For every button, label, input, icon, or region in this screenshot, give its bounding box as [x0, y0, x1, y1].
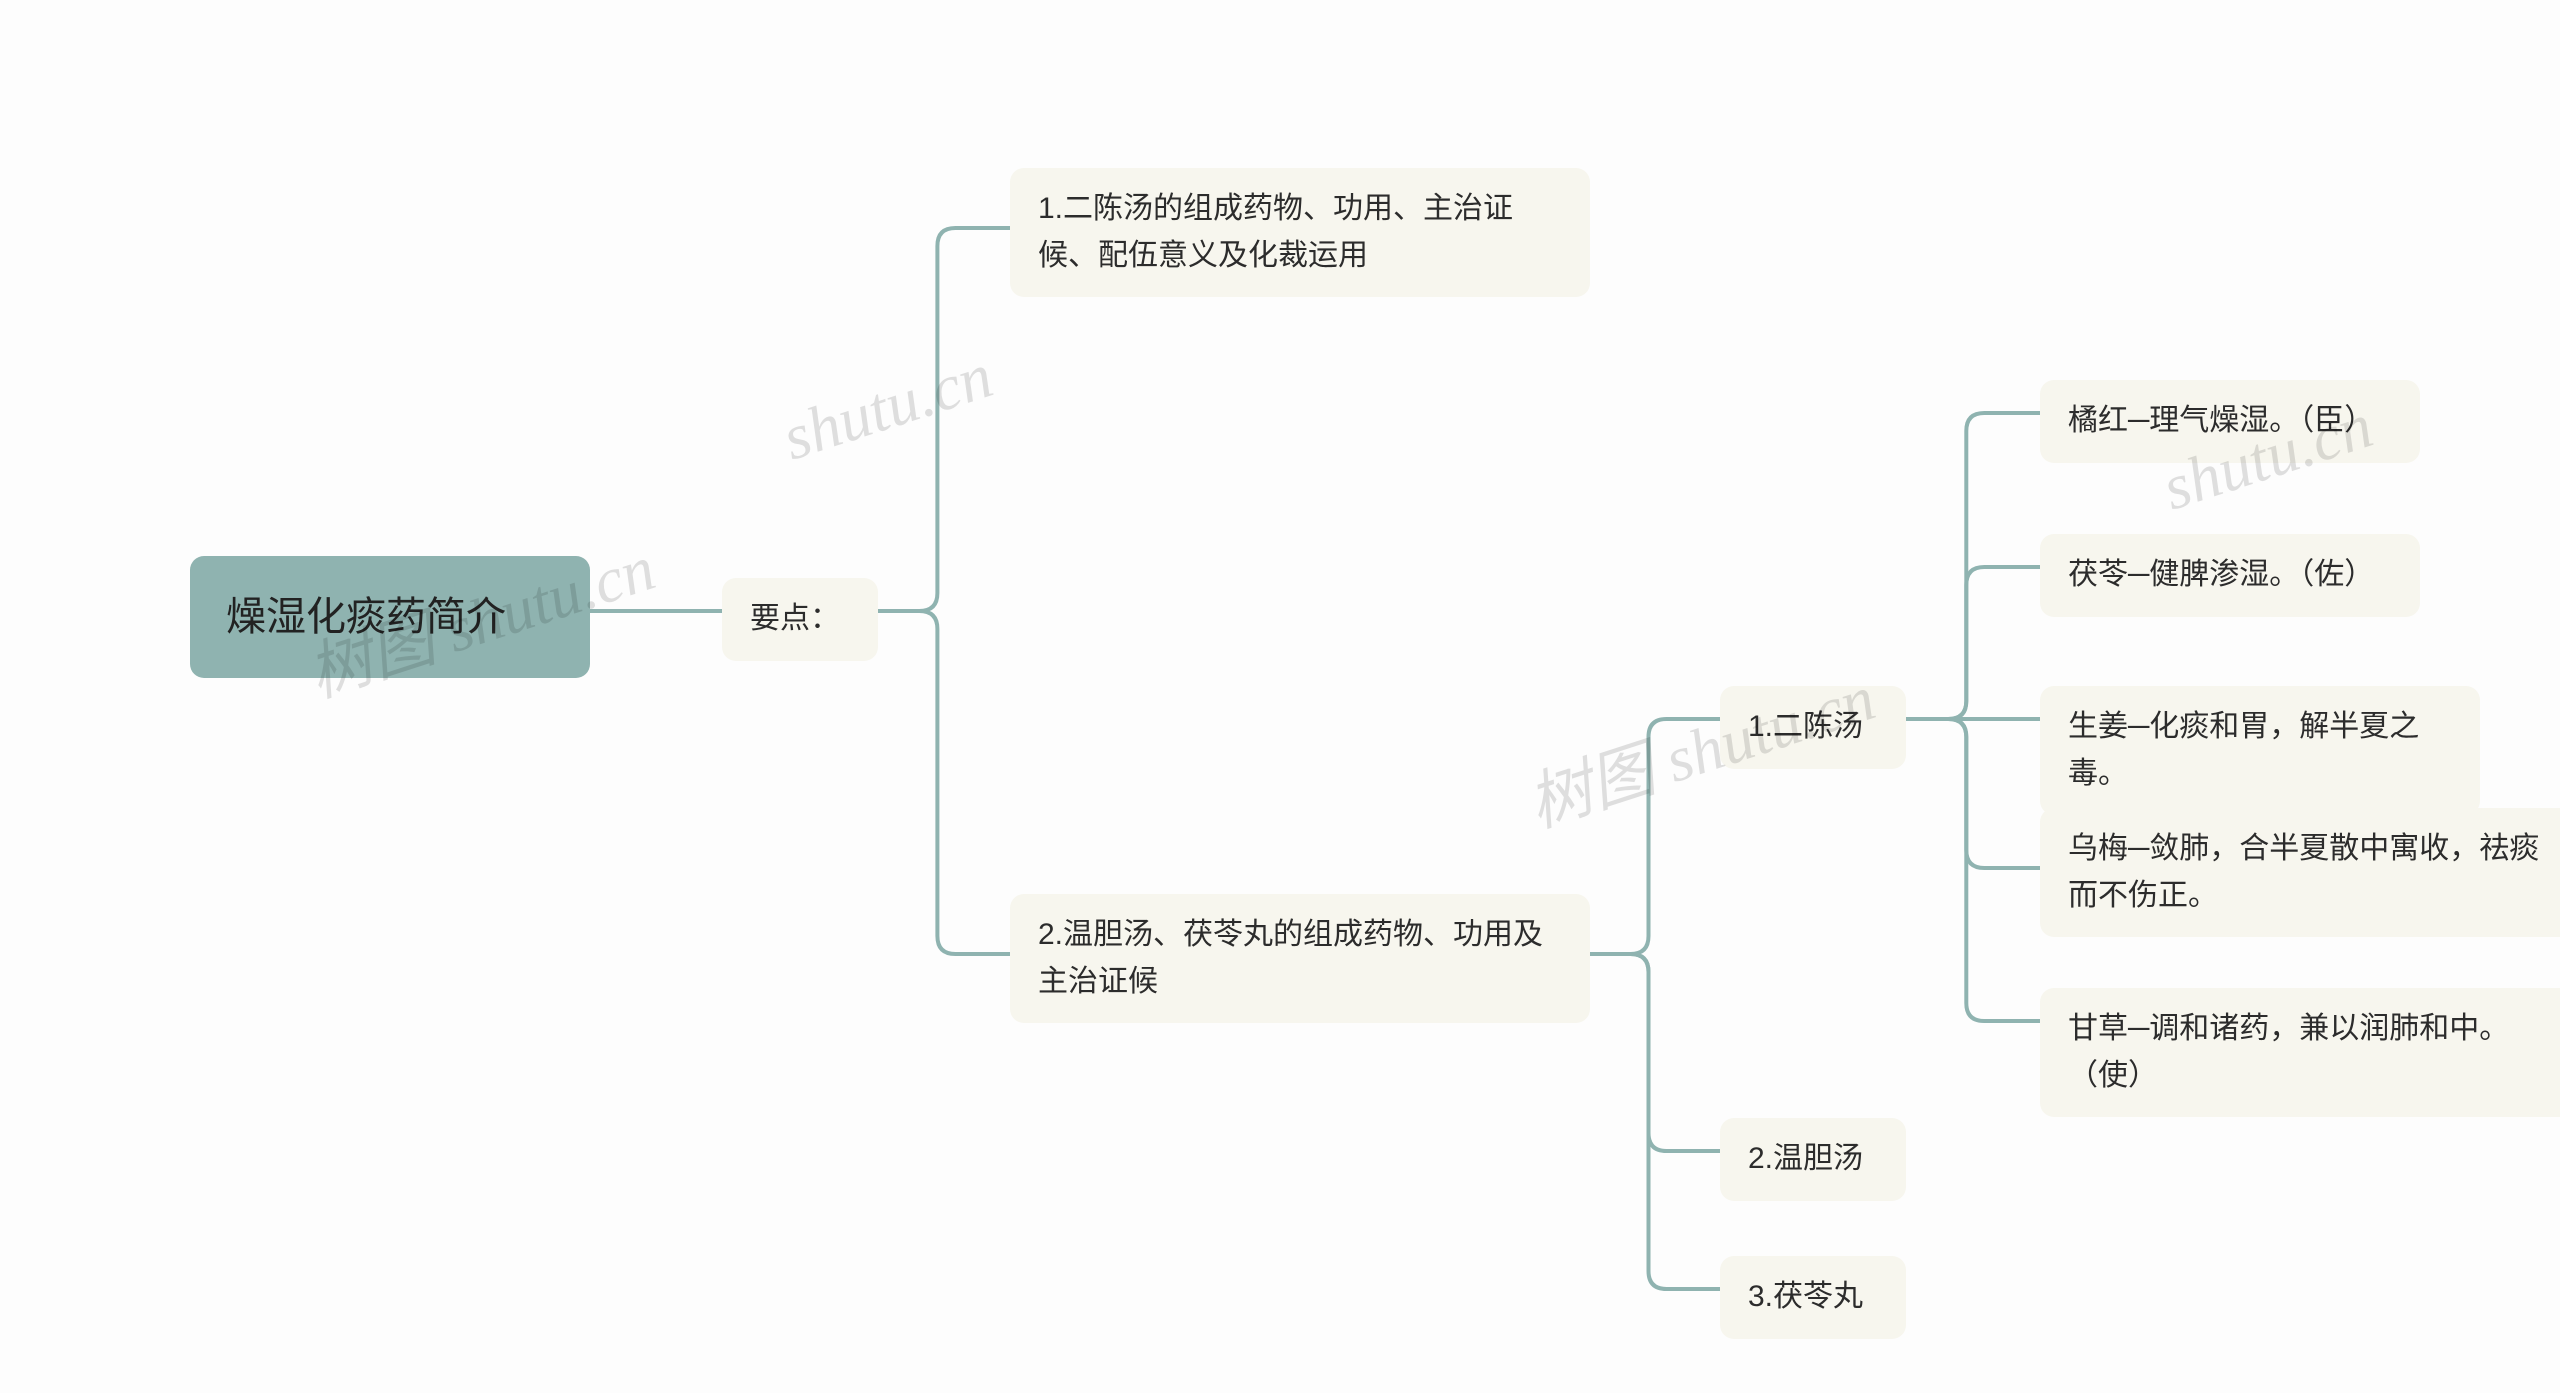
node-label: 1.二陈汤的组成药物、功用、主治证候、配伍意义及化裁运用 — [1038, 186, 1562, 279]
watermark: .cn — [735, 1370, 831, 1393]
node-label: 橘红─理气燥湿。（臣） — [2068, 398, 2374, 445]
d1-node[interactable]: 橘红─理气燥湿。（臣） — [2040, 380, 2420, 463]
keypoints-node[interactable]: 要点： — [722, 578, 878, 661]
watermark: shutu.cn — [774, 339, 1001, 476]
f2-node[interactable]: 2.温胆汤 — [1720, 1118, 1906, 1201]
d3-node[interactable]: 生姜─化痰和胃，解半夏之毒。 — [2040, 686, 2480, 815]
node-label: 要点： — [750, 596, 840, 643]
node-label: 3.茯苓丸 — [1748, 1274, 1863, 1321]
node-label: 茯苓─健脾渗湿。（佐） — [2068, 552, 2374, 599]
node-label: 1.二陈汤 — [1748, 704, 1863, 751]
node-label: 2.温胆汤、茯苓丸的组成药物、功用及主治证候 — [1038, 912, 1562, 1005]
root-node[interactable]: 燥湿化痰药简介 — [190, 556, 590, 678]
root-label: 燥湿化痰药简介 — [226, 586, 506, 648]
f3-node[interactable]: 3.茯苓丸 — [1720, 1256, 1906, 1339]
kp1-node[interactable]: 1.二陈汤的组成药物、功用、主治证候、配伍意义及化裁运用 — [1010, 168, 1590, 297]
kp2-node[interactable]: 2.温胆汤、茯苓丸的组成药物、功用及主治证候 — [1010, 894, 1590, 1023]
mindmap-canvas: 燥湿化痰药简介 要点： 1.二陈汤的组成药物、功用、主治证候、配伍意义及化裁运用… — [0, 0, 2560, 1393]
node-label: 生姜─化痰和胃，解半夏之毒。 — [2068, 704, 2452, 797]
f1-node[interactable]: 1.二陈汤 — [1720, 686, 1906, 769]
d4-node[interactable]: 乌梅─敛肺，合半夏散中寓收，祛痰而不伤正。 — [2040, 808, 2560, 937]
node-label: 乌梅─敛肺，合半夏散中寓收，祛痰而不伤正。 — [2068, 826, 2546, 919]
node-label: 2.温胆汤 — [1748, 1136, 1863, 1183]
node-label: 甘草─调和诸药，兼以润肺和中。（使） — [2068, 1006, 2546, 1099]
d5-node[interactable]: 甘草─调和诸药，兼以润肺和中。（使） — [2040, 988, 2560, 1117]
d2-node[interactable]: 茯苓─健脾渗湿。（佐） — [2040, 534, 2420, 617]
